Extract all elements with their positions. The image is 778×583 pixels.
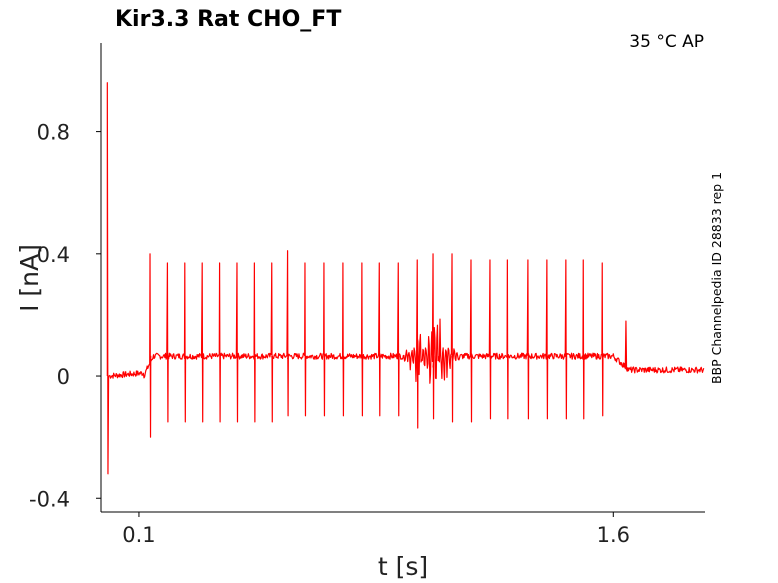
x-tick-label: 1.6 [597,523,630,547]
condition-label: 35 °C AP [629,32,704,52]
current-trace-line [106,82,705,475]
x-tick-label: 0.1 [122,523,155,547]
plot-area [106,82,705,475]
chart-title: Kir3.3 Rat CHO_FT [115,7,341,32]
y-tick-label: 0.8 [37,121,70,145]
y-tick-label: 0.4 [37,243,70,267]
x-ticks: 0.1 1.6 [122,512,630,547]
y-tick-label: 0 [57,365,70,389]
y-tick-label: -0.4 [29,487,70,511]
y-ticks: 0.8 0.4 0 -0.4 [29,121,101,511]
channelpedia-id-label: BBP Channelpedia ID 28833 rep 1 [709,172,724,384]
x-axis-label: t [s] [378,552,428,581]
y-axis-label: I [nA] [15,244,44,312]
